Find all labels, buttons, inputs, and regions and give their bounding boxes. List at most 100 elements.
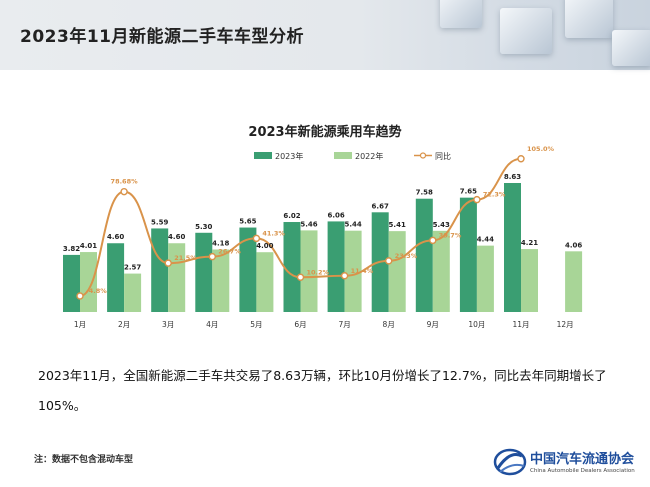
yoy-label: 39.7% [439, 231, 462, 239]
bar-label-2022: 4.21 [521, 239, 538, 247]
x-tick-label: 3月 [162, 320, 174, 329]
bar-2022 [565, 251, 583, 312]
legend-label: 2023年 [275, 151, 303, 161]
bar-2022 [212, 249, 230, 312]
yoy-label: 11.4% [351, 267, 374, 275]
bar-label-2022: 4.00 [256, 242, 273, 250]
bar-2023 [283, 222, 301, 312]
bar-label-2023: 7.65 [460, 188, 477, 196]
legend-marker [419, 152, 427, 159]
bar-2023 [63, 254, 80, 312]
yoy-label: 105.0% [527, 145, 555, 153]
yoy-label: 21.5% [174, 254, 197, 262]
x-tick-label: 2月 [118, 320, 130, 329]
bar-label-2023: 5.59 [151, 218, 168, 226]
x-tick-label: 11月 [512, 320, 529, 329]
bar-2022 [256, 252, 274, 312]
yoy-point [164, 259, 172, 267]
bar-2023 [415, 198, 433, 312]
yoy-point [385, 257, 393, 265]
x-tick-label: 9月 [427, 320, 439, 329]
x-tick-label: 5月 [250, 320, 262, 329]
association-logo-icon [493, 448, 527, 476]
yoy-point [429, 236, 437, 245]
decor-cube [565, 0, 613, 38]
bar-label-2022: 4.18 [212, 240, 229, 248]
chart-legend: 2023年 2022年 同比 [254, 151, 451, 161]
bar-label-2023: 5.30 [195, 223, 212, 231]
decor-cube [440, 0, 482, 28]
yoy-line [79, 157, 522, 297]
page-title: 2023年11月新能源二手车车型分析 [20, 27, 304, 47]
bar-2023 [151, 228, 169, 312]
bar-label-2023: 6.02 [283, 212, 300, 220]
bar-label-2023: 3.82 [63, 245, 80, 253]
yoy-label: 78.68% [111, 178, 139, 186]
footnote: 注：数据不包含混动车型 [34, 455, 134, 465]
yoy-label: 23.3% [395, 252, 418, 260]
bar-2022 [344, 230, 362, 312]
bar-2022 [300, 230, 318, 312]
bar-2022 [476, 245, 494, 312]
summary-text: 2023年11月，全国新能源二手车共交易了8.63万辆，环比10月份增长了12.… [38, 368, 607, 413]
bar-2022 [168, 243, 186, 312]
trend-chart: 2023年新能源乘用车趋势 2023年 2022年 同比 -4.8% 78.68% 21… [63, 124, 583, 329]
header-banner: 2023年11月新能源二手车车型分析 [0, 0, 650, 70]
bar-label-2023: 4.60 [107, 233, 124, 241]
bar-2022 [521, 249, 538, 312]
yoy-point [76, 292, 84, 300]
x-tick-label: 12月 [557, 320, 574, 329]
legend-swatch [254, 152, 272, 159]
yoy-point [340, 272, 349, 280]
bar-label-2023: 7.58 [416, 189, 433, 197]
bar-2023 [504, 183, 521, 312]
x-tick-label: 10月 [468, 320, 485, 329]
decor-cube [612, 30, 650, 66]
bar-series [63, 183, 583, 312]
yoy-label: 72.3% [483, 191, 506, 199]
yoy-point [252, 234, 261, 243]
yoy-label: 26.7% [218, 248, 241, 256]
chart-title: 2023年新能源乘用车趋势 [248, 124, 401, 140]
x-tick-label: 6月 [294, 320, 306, 329]
bar-2022 [388, 231, 406, 312]
bar-2023 [327, 221, 345, 312]
bar-label-2022: 5.44 [344, 221, 361, 229]
bar-label-2023: 6.06 [327, 211, 344, 219]
bar-2022 [124, 273, 142, 312]
legend-swatch [334, 152, 352, 159]
x-tick-label: 8月 [383, 320, 395, 329]
bar-label-2023: 8.63 [504, 173, 521, 181]
bar-label-2022: 5.43 [433, 221, 450, 229]
x-tick-label: 7月 [338, 320, 350, 329]
legend-label: 2022年 [355, 151, 383, 161]
bar-2022 [432, 230, 450, 312]
association-logo: 中国汽车流通协会 China Automobile Dealers Associ… [490, 440, 650, 485]
yoy-label: 41.3% [262, 229, 285, 237]
bar-label-2023: 6.67 [372, 202, 389, 210]
bar-2023 [239, 227, 257, 312]
x-axis: 1月 2月 3月 4月 5月 6月 7月 8月 9月 10月 11月 12月 [74, 320, 574, 329]
bar-label-2022: 5.46 [300, 220, 317, 228]
yoy-point [208, 252, 217, 261]
yoy-point [296, 273, 305, 281]
yoy-point [120, 187, 128, 196]
x-tick-label: 4月 [206, 320, 218, 329]
bar-label-2022: 4.06 [565, 241, 582, 249]
association-name: 中国汽车流通协会 [530, 452, 635, 467]
bar-label-2022: 4.01 [80, 242, 97, 250]
association-name-en: China Automobile Dealers Association [530, 468, 635, 474]
yoy-line-series: -4.8% 78.68% 21.5% 26.7% 41.3% 10.2% 11.4% 23.3… [76, 145, 555, 300]
bar-label-2022: 4.44 [477, 236, 494, 244]
yoy-label: 10.2% [307, 268, 330, 276]
bar-label-2023: 5.65 [239, 218, 256, 226]
bar-2023 [107, 243, 125, 312]
bar-2023 [195, 232, 213, 312]
bar-label-2022: 4.60 [168, 233, 185, 241]
yoy-label: -4.8% [86, 287, 107, 295]
legend-label: 同比 [435, 151, 451, 161]
yoy-point [517, 155, 525, 163]
bar-2023 [459, 197, 477, 312]
bar-2022 [80, 252, 97, 312]
data-labels: 3.82 4.014.602.575.594.605.304.185.654.00… [63, 173, 583, 272]
